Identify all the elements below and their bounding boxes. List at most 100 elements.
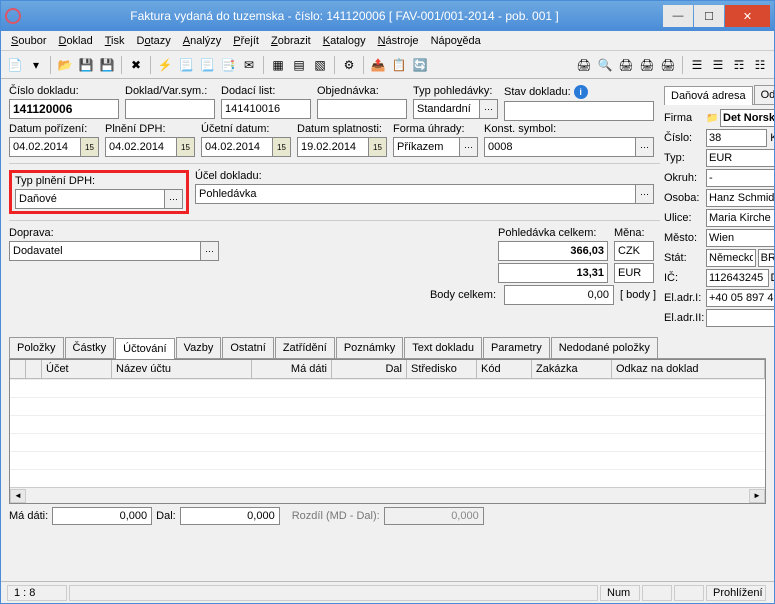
eur-input[interactable] (614, 263, 654, 283)
list4-icon[interactable]: ☷ (750, 55, 770, 75)
cislo-input[interactable] (706, 129, 767, 147)
thunder-icon[interactable]: ⚡ (155, 55, 175, 75)
copy-icon[interactable]: 📋 (389, 55, 409, 75)
tab-poznamky[interactable]: Poznámky (336, 337, 403, 358)
tab-parametry[interactable]: Parametry (483, 337, 550, 358)
list1-icon[interactable]: ☰ (687, 55, 707, 75)
grid-col-odkaz[interactable]: Odkaz na doklad (612, 360, 765, 378)
calendar-icon[interactable]: 15 (177, 137, 195, 157)
menu-katalogy[interactable]: Katalogy (317, 33, 372, 49)
refresh-icon[interactable]: 🔄 (410, 55, 430, 75)
total-eur-input[interactable] (498, 263, 608, 283)
doprava-input[interactable] (9, 241, 201, 261)
tab-polozky[interactable]: Položky (9, 337, 64, 358)
doc2-icon[interactable]: 📃 (197, 55, 217, 75)
objednavka-input[interactable] (317, 99, 407, 119)
dropdown-icon[interactable]: ▾ (26, 55, 46, 75)
info-icon[interactable]: i (574, 85, 588, 99)
typ-plneni-dph-input[interactable] (15, 189, 165, 209)
tab-vazby[interactable]: Vazby (176, 337, 222, 358)
export-icon[interactable]: 📤 (368, 55, 388, 75)
tab-odberatel[interactable]: Odběratel (754, 85, 774, 104)
print-icon[interactable]: 🖨 (574, 55, 594, 75)
print3-icon[interactable]: 🖨 (637, 55, 657, 75)
doklad-varsym-input[interactable] (125, 99, 215, 119)
list3-icon[interactable]: ☶ (729, 55, 749, 75)
preview-icon[interactable]: 🔍 (595, 55, 615, 75)
sms-icon[interactable]: ✉ (239, 55, 259, 75)
typ-pohledavky-lookup[interactable]: ⋯ (480, 99, 498, 119)
ucel-dokladu-input[interactable] (195, 184, 636, 204)
datum-splatnosti-input[interactable] (297, 137, 369, 157)
konst-symbol-input[interactable] (484, 137, 636, 157)
ucetni-datum-input[interactable] (201, 137, 273, 157)
eladr1-input[interactable] (706, 289, 774, 307)
eladr2-input[interactable] (706, 309, 774, 327)
menu-doklad[interactable]: Doklad (52, 33, 98, 49)
menu-napoveda[interactable]: Nápověda (425, 33, 487, 49)
grid1-icon[interactable]: ▦ (268, 55, 288, 75)
grid-col-marker[interactable] (10, 360, 26, 378)
doc-icon[interactable]: 📃 (176, 55, 196, 75)
menu-nastroje[interactable]: Nástroje (372, 33, 425, 49)
grid-col-stredisko[interactable]: Středisko (407, 360, 477, 378)
plneni-dph-input[interactable] (105, 137, 177, 157)
menu-dotazy[interactable]: Dotazy (131, 33, 177, 49)
okruh-input[interactable] (706, 169, 774, 187)
konst-symbol-lookup[interactable]: ⋯ (636, 137, 654, 157)
grid2-icon[interactable]: ▤ (289, 55, 309, 75)
czk-input[interactable] (614, 241, 654, 261)
stav-dokladu-input[interactable] (504, 101, 654, 121)
maximize-button[interactable]: ☐ (694, 5, 724, 27)
save-icon[interactable]: 💾 (76, 55, 96, 75)
doprava-lookup[interactable]: ⋯ (201, 241, 219, 261)
close-button[interactable]: ✕ (725, 5, 770, 27)
grid-col-kod[interactable]: Kód (477, 360, 532, 378)
grid-col-zakazka[interactable]: Zakázka (532, 360, 612, 378)
total-czk-input[interactable] (498, 241, 608, 261)
cislo-dokladu-input[interactable] (9, 99, 119, 119)
osoba-input[interactable] (706, 189, 774, 207)
forma-uhrady-input[interactable] (393, 137, 460, 157)
datum-porizeni-input[interactable] (9, 137, 81, 157)
grid-col-nazev[interactable]: Název účtu (112, 360, 252, 378)
grid-col-dal[interactable]: Dal (332, 360, 407, 378)
tab-text-dokladu[interactable]: Text dokladu (404, 337, 482, 358)
typ-input[interactable] (706, 149, 774, 167)
stat-code-input[interactable] (758, 249, 774, 267)
list2-icon[interactable]: ☰ (708, 55, 728, 75)
grid-col-marker2[interactable] (26, 360, 42, 378)
grid-hscroll[interactable]: ◄ ► (10, 487, 765, 503)
calendar-icon[interactable]: 15 (273, 137, 291, 157)
open-icon[interactable]: 📂 (55, 55, 75, 75)
delete-icon[interactable]: ✖ (126, 55, 146, 75)
grid-col-ucet[interactable]: Účet (42, 360, 112, 378)
tab-danova-adresa[interactable]: Daňová adresa (664, 86, 753, 105)
mesto-input[interactable] (706, 229, 774, 247)
typ-pohledavky-input[interactable] (413, 99, 480, 119)
scroll-right-icon[interactable]: ► (749, 489, 765, 503)
menu-analyzy[interactable]: Analýzy (177, 33, 228, 49)
calendar-icon[interactable]: 15 (369, 137, 387, 157)
ucel-dokladu-lookup[interactable]: ⋯ (636, 184, 654, 204)
menu-zobrazit[interactable]: Zobrazit (265, 33, 317, 49)
grid-col-madati[interactable]: Má dáti (252, 360, 332, 378)
firma-input[interactable] (720, 109, 774, 127)
tab-castky[interactable]: Částky (65, 337, 115, 358)
tab-nedodane[interactable]: Nedodané položky (551, 337, 658, 358)
tab-ostatni[interactable]: Ostatní (222, 337, 273, 358)
print4-icon[interactable]: 🖨 (658, 55, 678, 75)
ic-input[interactable] (706, 269, 769, 287)
gear-icon[interactable]: ⚙ (339, 55, 359, 75)
minimize-button[interactable]: — (663, 5, 693, 27)
menu-tisk[interactable]: Tisk (99, 33, 131, 49)
forma-uhrady-lookup[interactable]: ⋯ (460, 137, 478, 157)
menu-soubor[interactable]: Soubor (5, 33, 52, 49)
typ-plneni-dph-lookup[interactable]: ⋯ (165, 189, 183, 209)
new-icon[interactable]: 📄 (5, 55, 25, 75)
menu-prejit[interactable]: Přejít (227, 33, 265, 49)
calendar-icon[interactable]: 15 (81, 137, 99, 157)
body-celkem-input[interactable] (504, 285, 614, 305)
grid3-icon[interactable]: ▧ (310, 55, 330, 75)
print2-icon[interactable]: 🖨 (616, 55, 636, 75)
